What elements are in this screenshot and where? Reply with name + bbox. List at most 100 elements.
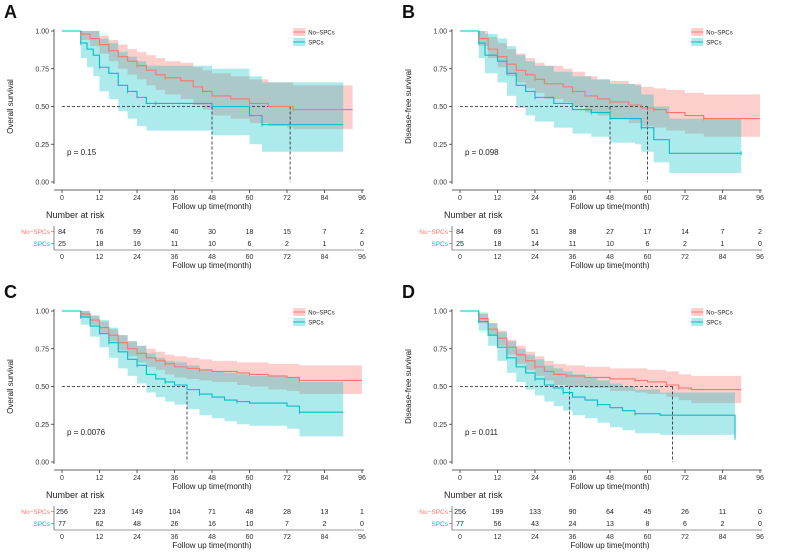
y-tick-label: 1.00	[433, 309, 447, 316]
risk-count: 77	[58, 521, 66, 528]
risk-count: 0	[758, 241, 762, 248]
risk-count: 25	[456, 241, 464, 248]
spcs-ci-band	[62, 311, 344, 437]
x-tick-label: 36	[569, 475, 577, 482]
no-spcs-curve	[460, 30, 760, 120]
risk-x-tick-label: 0	[458, 534, 462, 541]
risk-count: 43	[531, 521, 539, 528]
risk-count: 2	[683, 241, 687, 248]
x-tick-label: 60	[644, 195, 652, 202]
risk-count: 40	[171, 229, 179, 236]
legend-no-spcs-label: No−SPCs	[706, 31, 733, 37]
legend-spcs-label: SPCs	[308, 321, 323, 327]
risk-count: 0	[360, 521, 364, 528]
risk-x-tick-label: 36	[171, 534, 179, 541]
risk-row-label-no-spcs: No−SPCs	[21, 229, 50, 236]
risk-count: 0	[758, 521, 762, 528]
risk-x-tick-label: 60	[246, 254, 254, 261]
risk-row-label-spcs: SPCs	[33, 241, 50, 248]
risk-count: 56	[494, 521, 502, 528]
x-tick-label: 84	[719, 475, 727, 482]
x-tick-label: 24	[133, 475, 141, 482]
risk-count: 2	[721, 521, 725, 528]
y-tick-label: 0.50	[35, 104, 49, 111]
x-axis-label: Follow up time(month)	[172, 482, 251, 491]
risk-x-tick-label: 60	[644, 254, 652, 261]
km-panel-c: C0.000.250.500.751.000 12 24 36 48 60 72 84 96Ov…	[4, 282, 366, 550]
risk-x-tick-label: 24	[531, 254, 539, 261]
risk-x-tick-label: 72	[283, 534, 291, 541]
y-tick-label: 0.00	[35, 460, 49, 467]
risk-count: 199	[492, 509, 504, 516]
risk-count: 18	[494, 241, 502, 248]
risk-count: 0	[758, 509, 762, 516]
risk-x-tick-label: 84	[719, 534, 727, 541]
risk-row-label-spcs: SPCs	[431, 241, 448, 248]
risk-count: 16	[133, 241, 141, 248]
y-tick-label: 1.00	[433, 29, 447, 36]
panel-letter: C	[4, 282, 17, 302]
x-tick-label: 24	[531, 475, 539, 482]
risk-count: 48	[246, 509, 254, 516]
risk-count: 223	[94, 509, 106, 516]
x-tick-label: 48	[208, 475, 216, 482]
x-tick-label: 36	[569, 195, 577, 202]
x-tick-label: 36	[171, 475, 179, 482]
risk-count: 7	[323, 229, 327, 236]
risk-row-label-no-spcs: No−SPCs	[419, 509, 448, 516]
no-spcs-ci-band	[460, 311, 742, 404]
risk-x-tick-label: 72	[681, 254, 689, 261]
risk-count: 18	[246, 229, 254, 236]
risk-count: 77	[456, 521, 464, 528]
x-tick-label: 96	[756, 475, 764, 482]
x-axis-label: Follow up time(month)	[172, 202, 251, 211]
x-tick-label: 60	[246, 475, 254, 482]
risk-count: 256	[56, 509, 68, 516]
x-tick-label: 96	[358, 195, 366, 202]
risk-count: 2	[758, 229, 762, 236]
no-spcs-ci-band	[460, 31, 760, 137]
risk-count: 1	[323, 241, 327, 248]
legend-no-spcs-label: No−SPCs	[308, 31, 335, 37]
risk-count: 17	[644, 229, 652, 236]
risk-count: 11	[171, 241, 178, 248]
risk-row-label-spcs: SPCs	[33, 521, 50, 528]
risk-count: 25	[58, 241, 66, 248]
risk-table-title: Number at risk	[46, 210, 105, 220]
y-tick-label: 0.25	[433, 142, 447, 149]
legend-no-spcs-label: No−SPCs	[308, 311, 335, 317]
risk-count: 51	[531, 229, 539, 236]
risk-count: 1	[721, 241, 725, 248]
risk-count: 84	[456, 229, 464, 236]
x-tick-label: 24	[531, 195, 539, 202]
risk-count: 6	[683, 521, 687, 528]
panel-letter: D	[402, 282, 415, 302]
risk-count: 14	[531, 241, 539, 248]
y-axis-label: Overall survival	[6, 79, 15, 134]
panel-letter: A	[4, 2, 17, 22]
x-tick-label: 48	[606, 475, 614, 482]
x-tick-label: 24	[133, 195, 141, 202]
risk-x-tick-label: 0	[60, 254, 64, 261]
p-value-label: p = 0.0076	[67, 428, 106, 437]
x-tick-label: 72	[283, 475, 291, 482]
risk-x-axis-label: Follow up time(month)	[172, 261, 251, 270]
x-tick-label: 36	[171, 195, 179, 202]
risk-x-tick-label: 36	[569, 534, 577, 541]
x-tick-label: 96	[756, 195, 764, 202]
km-panel-a: A0.000.250.500.751.000 12 24 36 48 60 72 84 96Ov…	[4, 2, 366, 270]
x-tick-label: 60	[644, 475, 652, 482]
risk-count: 26	[171, 521, 179, 528]
p-value-label: p = 0.15	[67, 148, 97, 157]
km-panel-b: B0.000.250.500.751.000 12 24 36 48 60 72 84 96Di…	[402, 2, 764, 270]
risk-table-title: Number at risk	[444, 210, 503, 220]
y-tick-label: 0.00	[433, 180, 447, 187]
x-axis-label: Follow up time(month)	[570, 202, 649, 211]
risk-x-tick-label: 96	[358, 534, 366, 541]
risk-count: 71	[208, 509, 216, 516]
risk-x-tick-label: 24	[133, 254, 141, 261]
risk-count: 7	[721, 229, 725, 236]
risk-x-axis-label: Follow up time(month)	[570, 541, 649, 550]
risk-count: 26	[681, 509, 689, 516]
p-value-label: p = 0.011	[465, 428, 499, 437]
